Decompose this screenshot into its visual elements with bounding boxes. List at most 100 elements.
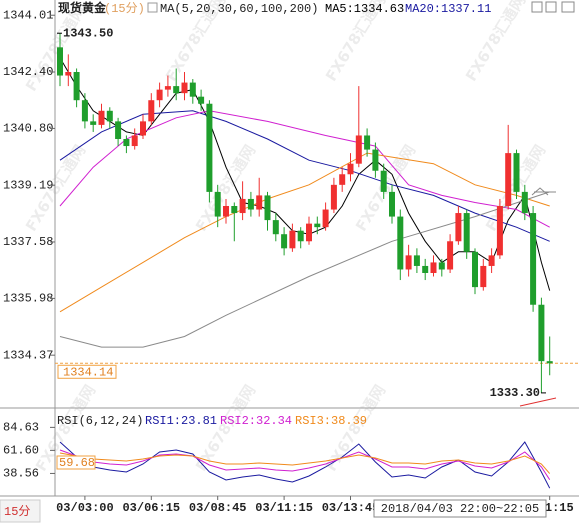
candle-body	[447, 241, 454, 270]
rsi-line	[59, 441, 551, 489]
y-tick-label: 1344.01	[3, 8, 53, 22]
y-tick-label: 1334.37	[3, 348, 53, 362]
y-tick-label: 1335.98	[3, 292, 53, 306]
ma-line	[59, 152, 550, 313]
period: (15分)	[104, 1, 145, 16]
x-tick-label: 03/06:15	[122, 501, 180, 515]
x-tick-label: 03/03:00	[56, 501, 114, 515]
candle-body	[372, 149, 379, 171]
candle-body	[106, 110, 113, 122]
candle-body	[81, 100, 88, 122]
window-button[interactable]	[561, 1, 575, 13]
candle-body	[206, 103, 213, 192]
candle-body	[198, 96, 205, 104]
candle-body	[472, 251, 478, 288]
candle-body	[281, 234, 288, 249]
y-tick-label: 1337.58	[3, 235, 53, 249]
x-tick-label: 03/11:15	[255, 501, 313, 515]
candle-body	[297, 230, 304, 242]
last-price-box	[57, 364, 117, 379]
rsi-line	[59, 449, 551, 480]
candle-body	[488, 255, 495, 266]
y-tick-label: 38.56	[3, 467, 39, 481]
candle-body	[156, 89, 163, 101]
y-tick-label: 1342.40	[3, 65, 53, 79]
window-button[interactable]	[531, 1, 543, 13]
candle-body	[272, 220, 279, 235]
candle-body	[98, 110, 105, 125]
period-tab[interactable]	[0, 499, 41, 523]
low-label: 1333.30	[490, 386, 540, 400]
crosshair-marker	[531, 187, 556, 196]
window-button[interactable]	[545, 1, 557, 13]
candle-body	[115, 121, 122, 139]
candle-body	[247, 198, 254, 210]
indicator: MA(5,20,30,60,100,200)	[160, 2, 318, 16]
candle-body	[530, 213, 537, 305]
rsi-value-tag	[56, 455, 96, 470]
candle-body	[405, 255, 412, 270]
candle-body	[306, 223, 312, 242]
candle-body	[90, 121, 97, 125]
indicator-icon[interactable]	[147, 2, 158, 13]
rsi-value-tag-label: 59.68	[59, 456, 95, 470]
y-tick-label: 1339.19	[3, 178, 53, 192]
candle-body	[355, 135, 362, 164]
y-tick-label: 1340.80	[3, 122, 53, 136]
ma-line	[59, 110, 550, 242]
y-tick-label: 84.63	[3, 421, 39, 435]
candle-body	[148, 100, 155, 122]
y-tick-label: 61.60	[3, 444, 39, 458]
candle-body	[57, 47, 63, 76]
candle-body	[422, 265, 429, 273]
legend-entry: RSI2:32.34	[220, 414, 292, 428]
candle-body	[455, 213, 462, 242]
candle-body	[314, 223, 321, 228]
x-tick-label: 03/08:45	[189, 501, 247, 515]
candle-body	[322, 209, 329, 228]
candle-body	[131, 135, 138, 147]
candle-body	[231, 206, 238, 214]
candle-body	[413, 255, 420, 266]
ma-readout: MA5:1334.63	[325, 2, 404, 16]
candle-body	[181, 82, 188, 94]
candle-body	[140, 121, 146, 136]
last-price-label: 1334.14	[63, 365, 113, 379]
candle-body	[546, 361, 553, 364]
candle-body	[513, 153, 520, 192]
candle-body	[347, 163, 354, 175]
high-label: 1343.50	[63, 26, 113, 40]
rsi-title: RSI(6,12,24)	[57, 414, 143, 428]
candle-body	[214, 191, 221, 217]
candle-body	[521, 191, 528, 214]
candle-body	[330, 184, 337, 210]
legend-entry: RSI3:38.39	[295, 414, 367, 428]
candle-body	[380, 170, 387, 192]
candle-body	[496, 206, 503, 256]
legend-entry: RSI1:23.81	[145, 414, 217, 428]
symbol-title: 现货黄金	[58, 0, 107, 16]
candle-body	[364, 135, 371, 150]
cursor-time-box	[373, 499, 547, 518]
candle-body	[264, 195, 271, 221]
candle-body	[538, 304, 545, 362]
candle-body	[289, 230, 296, 249]
period-tab-label[interactable]: 15分	[4, 504, 30, 519]
candle-body	[65, 72, 72, 76]
cursor-time: 2018/04/03 22:00~22:05	[381, 502, 539, 516]
candle-body	[463, 213, 470, 252]
candle-body	[223, 206, 229, 217]
candle-body	[480, 265, 487, 288]
candle-body	[173, 86, 180, 94]
candle-body	[397, 216, 404, 270]
candle-body	[123, 139, 130, 147]
candle-body	[339, 174, 346, 185]
candle-body	[239, 198, 246, 214]
ma-readout: MA20:1337.11	[405, 2, 491, 16]
candle-body	[505, 153, 512, 206]
candle-body	[430, 262, 437, 273]
candle-body	[256, 195, 263, 210]
candle-body	[73, 72, 80, 101]
